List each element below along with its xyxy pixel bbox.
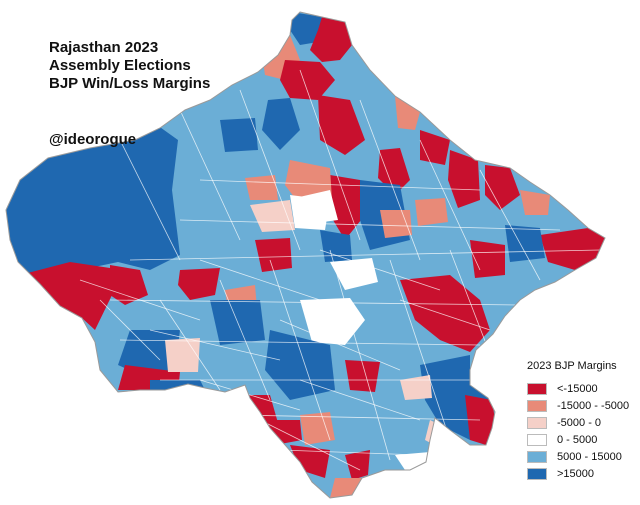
constituency-region — [300, 298, 365, 345]
legend: 2023 BJP Margins <-15000 -15000 - -5000 … — [527, 360, 639, 482]
constituency-border — [389, 259, 451, 441]
legend-swatch — [527, 416, 547, 429]
constituency-region — [345, 360, 380, 392]
constituency-border — [329, 249, 391, 461]
legend-label: <-15000 — [557, 382, 598, 395]
constituency-border — [299, 379, 421, 421]
legend-item-strong-win: >15000 — [527, 465, 639, 482]
legend-item-strong-loss: <-15000 — [527, 380, 639, 397]
legend-swatch — [527, 467, 547, 480]
constituency-region — [395, 96, 420, 130]
constituency-border — [269, 259, 331, 441]
constituency-region — [20, 262, 112, 330]
legend-item-narrow-win: 0 - 5000 — [527, 431, 639, 448]
constituency-region — [6, 120, 180, 300]
constituency-border — [179, 219, 561, 231]
constituency-region — [250, 200, 295, 232]
constituency-border — [279, 449, 421, 456]
constituency-border — [299, 69, 361, 241]
constituency-region — [300, 412, 335, 445]
title-line-1: Rajasthan 2023 — [49, 39, 159, 56]
legend-swatch — [527, 433, 547, 446]
legend-label: 0 - 5000 — [557, 433, 598, 446]
constituency-border — [179, 109, 241, 241]
constituency-region — [178, 268, 220, 300]
constituency-region — [448, 150, 480, 208]
constituency-border — [259, 419, 361, 471]
constituency-border — [199, 259, 321, 301]
constituency-border — [149, 329, 281, 361]
constituency-border — [319, 249, 441, 291]
constituency-region — [310, 17, 352, 62]
author-handle: @ideorogue — [49, 131, 137, 148]
legend-label: -15000 - -5000 — [557, 399, 630, 412]
constituency-region — [540, 228, 605, 270]
constituency-border — [159, 299, 221, 391]
constituency-region — [400, 275, 490, 352]
constituency-region — [262, 98, 300, 150]
constituency-border — [359, 99, 421, 261]
constituency-region — [290, 12, 322, 45]
legend-swatch — [527, 382, 547, 395]
constituency-region — [280, 60, 335, 100]
constituency-border — [479, 169, 541, 281]
legend-swatch — [527, 399, 547, 412]
constituency-region — [505, 225, 545, 262]
constituency-region — [118, 330, 180, 375]
constituency-region — [485, 165, 520, 210]
constituency-border — [399, 299, 491, 331]
legend-item-narrow-loss: -5000 - 0 — [527, 414, 639, 431]
constituency-border — [109, 299, 521, 306]
constituency-border — [129, 249, 601, 261]
constituency-region — [318, 95, 365, 155]
constituency-border — [199, 179, 481, 191]
constituency-region — [255, 238, 292, 272]
constituency-border — [119, 339, 481, 346]
title-line-3: BJP Win/Loss Margins — [49, 75, 211, 92]
constituency-region — [220, 118, 258, 152]
title-line-2: Assembly Elections — [49, 57, 191, 74]
constituency-region — [165, 338, 200, 372]
legend-label: >15000 — [557, 467, 595, 480]
constituency-region — [345, 450, 370, 480]
constituency-border — [239, 89, 301, 251]
constituency-region — [265, 330, 335, 400]
constituency-region — [330, 478, 362, 498]
legend-title: 2023 BJP Margins — [527, 360, 617, 372]
constituency-region — [290, 445, 330, 478]
constituency-border — [119, 139, 181, 261]
constituency-region — [400, 375, 432, 400]
constituency-region — [320, 230, 352, 262]
constituency-region — [380, 210, 412, 238]
constituency-region — [330, 258, 378, 290]
legend-swatch — [527, 450, 547, 463]
constituency-border — [239, 414, 481, 421]
constituency-border — [279, 319, 401, 371]
constituency-border — [99, 299, 161, 361]
legend-label: -5000 - 0 — [557, 416, 602, 429]
constituency-region — [520, 190, 550, 215]
constituency-region — [415, 198, 448, 226]
constituency-border — [419, 139, 481, 271]
legend-label: 5000 - 15000 — [557, 450, 622, 463]
constituency-region — [330, 175, 365, 240]
constituency-region — [295, 190, 338, 225]
legend-item-win: 5000 - 15000 — [527, 448, 639, 465]
constituency-region — [110, 265, 148, 305]
map-title: Rajasthan 2023 Assembly Elections BJP Wi… — [49, 39, 210, 93]
constituency-region — [245, 175, 278, 200]
constituency-region — [470, 240, 505, 278]
legend-item-loss: -15000 - -5000 — [527, 397, 639, 414]
